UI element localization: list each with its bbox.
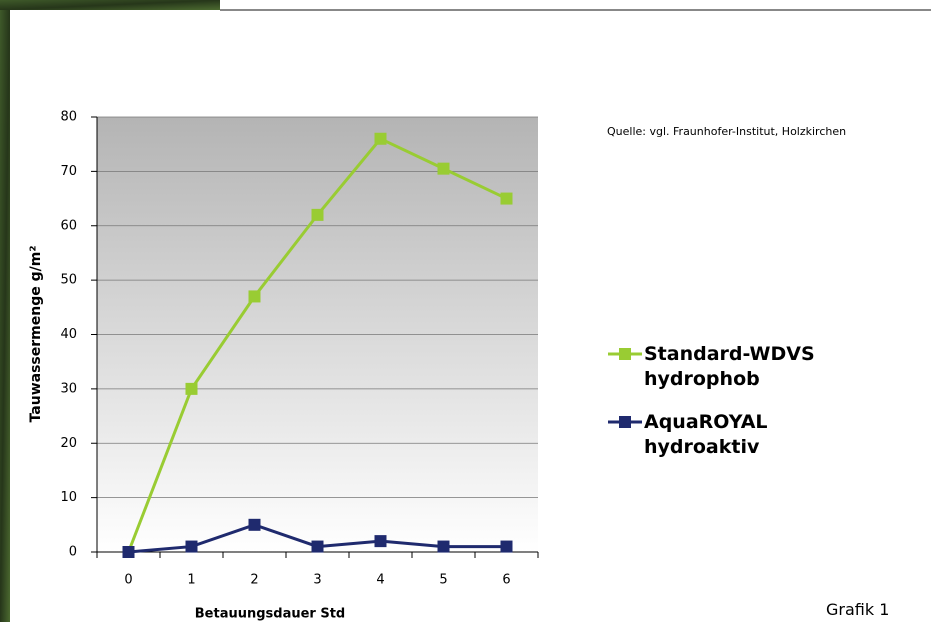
y-tick-label: 50 xyxy=(60,273,77,288)
legend-label: Standard-WDVS hydrophob xyxy=(644,342,824,392)
y-tick-label: 10 xyxy=(60,490,77,505)
x-tick-label: 0 xyxy=(124,573,132,588)
point-marker xyxy=(123,546,135,558)
legend-key xyxy=(606,342,644,368)
legend-label: AquaROYAL hydroaktiv xyxy=(644,410,824,460)
point-marker xyxy=(438,541,450,553)
caption: Grafik 1 xyxy=(826,600,889,619)
x-tick-label: 6 xyxy=(502,573,510,588)
point-marker xyxy=(438,163,450,175)
point-marker xyxy=(501,193,513,205)
legend-item: AquaROYAL hydroaktiv xyxy=(606,410,836,460)
decor-strip xyxy=(0,0,10,622)
y-tick-label: 60 xyxy=(60,218,77,233)
y-tick-label: 70 xyxy=(60,164,77,179)
y-tick-label: 80 xyxy=(60,110,77,125)
x-tick-label: 3 xyxy=(313,573,321,588)
point-marker xyxy=(375,535,387,547)
point-marker xyxy=(501,541,513,553)
page: {"chart_data": {"type": "line", "source"… xyxy=(0,0,931,622)
legend-key xyxy=(606,410,644,436)
y-tick-label: 40 xyxy=(60,327,77,342)
point-marker xyxy=(186,541,198,553)
y-axis-label: Tauwassermenge g/m² xyxy=(28,246,44,423)
point-marker xyxy=(249,519,261,531)
point-marker xyxy=(186,383,198,395)
x-tick-label: 1 xyxy=(187,573,195,588)
x-tick-label: 4 xyxy=(376,573,384,588)
legend: Standard-WDVS hydrophob AquaROYAL hydroak… xyxy=(606,342,836,478)
x-axis-label: Betauungsdauer Std xyxy=(195,607,346,622)
source-note: Quelle: vgl. Fraunhofer-Institut, Holzki… xyxy=(607,125,846,138)
x-tick-label: 2 xyxy=(250,573,258,588)
decor-top xyxy=(0,0,220,10)
point-marker xyxy=(375,133,387,145)
legend-item: Standard-WDVS hydrophob xyxy=(606,342,836,392)
y-tick-label: 0 xyxy=(69,545,77,560)
y-tick-label: 30 xyxy=(60,381,77,396)
point-marker xyxy=(249,290,261,302)
point-marker xyxy=(312,541,324,553)
y-tick-label: 20 xyxy=(60,436,77,451)
chart: Betauungsdauer Std Tauwassermenge g/m² 0… xyxy=(0,0,931,622)
point-marker xyxy=(312,209,324,221)
x-tick-label: 5 xyxy=(439,573,447,588)
